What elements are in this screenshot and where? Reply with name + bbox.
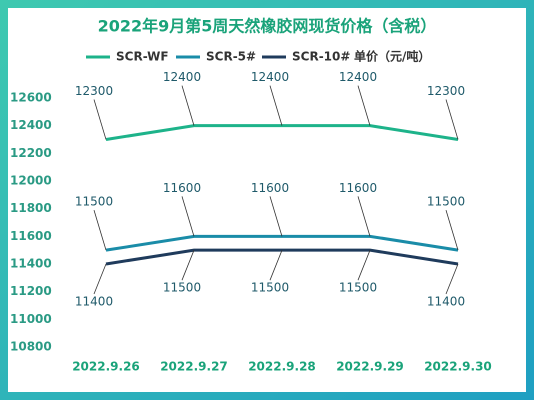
leader-line [269,250,283,281]
leader-line [93,99,107,140]
leader-line [357,85,371,126]
data-label: 12300 [75,84,113,98]
y-tick-label: 11200 [10,284,52,298]
data-label: 11500 [75,195,113,209]
leader-line [181,250,195,281]
data-label: 11600 [163,181,201,195]
y-tick-label: 11400 [10,257,52,271]
data-label: 11500 [163,281,201,295]
data-label: 11400 [427,295,465,309]
x-tick-label: 2022.9.28 [248,360,316,374]
leader-line [181,196,195,237]
y-tick-label: 10800 [10,340,52,354]
data-label: 11600 [251,181,289,195]
x-tick-label: 2022.9.26 [72,360,140,374]
leader-line [445,210,459,251]
data-label: 12400 [339,70,377,84]
chart-title: 2022年9月第5周天然橡胶网现货价格（含税） [98,17,437,36]
y-tick-label: 12400 [10,118,52,132]
legend-label: SCR-5# [206,50,256,64]
data-label: 11400 [75,295,113,309]
legend-label: SCR-10# [292,50,350,64]
y-tick-label: 11000 [10,312,52,326]
leader-line [269,85,283,126]
unit-label: 单价（元/吨） [354,49,430,64]
leader-line [357,250,371,281]
data-label: 11500 [339,281,377,295]
x-tick-label: 2022.9.30 [424,360,492,374]
y-tick-label: 11800 [10,201,52,215]
y-tick-label: 12000 [10,174,52,188]
leader-line [269,196,283,237]
legend-label: SCR-WF [116,50,169,64]
y-tick-label: 11600 [10,229,52,243]
panel [8,8,526,392]
leader-line [445,99,459,140]
y-tick-label: 12600 [10,91,52,105]
y-tick-label: 12200 [10,146,52,160]
leader-line [181,85,195,126]
x-tick-label: 2022.9.27 [160,360,228,374]
x-tick-label: 2022.9.29 [336,360,404,374]
leader-line [93,210,107,251]
data-label: 12300 [427,84,465,98]
leader-line [357,196,371,237]
data-label: 12400 [163,70,201,84]
data-label: 12400 [251,70,289,84]
leader-line [93,263,107,295]
data-label: 11600 [339,181,377,195]
data-label: 11500 [251,281,289,295]
data-label: 11500 [427,195,465,209]
leader-line [445,263,459,295]
